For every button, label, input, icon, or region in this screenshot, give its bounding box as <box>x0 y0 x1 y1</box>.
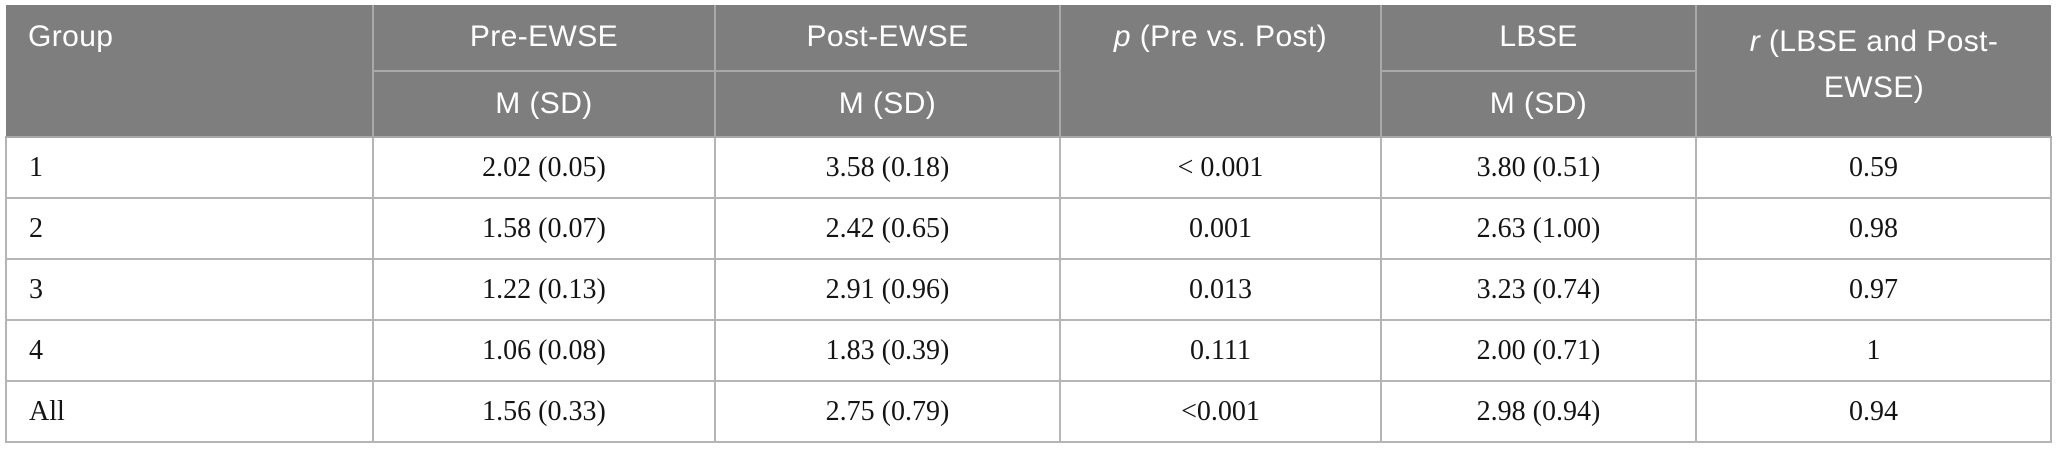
header-cell-r-lbse-post-ewse: r (LBSE and Post- EWSE) <box>1695 5 2051 138</box>
cell-p-value: 0.001 <box>1059 197 1382 260</box>
header-cell-post-ewse: Post-EWSE <box>714 5 1061 72</box>
header-cell-p-pre-vs-post: p (Pre vs. Post) <box>1059 5 1382 138</box>
cell-r-value: 0.94 <box>1695 380 2052 443</box>
cell-group: All <box>5 380 374 443</box>
cell-post-ewse: 2.91 (0.96) <box>714 258 1061 321</box>
cell-lbse: 2.00 (0.71) <box>1380 319 1697 382</box>
table-row: 3 1.22 (0.13) 2.91 (0.96) 0.013 3.23 (0.… <box>5 258 2052 321</box>
p-label-rest: (Pre vs. Post) <box>1131 20 1328 53</box>
header-cell-m-sd-post: M (SD) <box>714 70 1061 138</box>
cell-p-value: 0.111 <box>1059 319 1382 382</box>
cell-p-value: <0.001 <box>1059 380 1382 443</box>
cell-p-value: < 0.001 <box>1059 136 1382 199</box>
header-cell-m-sd-pre: M (SD) <box>372 70 716 138</box>
results-table: Group Pre-EWSE Post-EWSE p (Pre vs. Post… <box>5 5 2052 443</box>
cell-pre-ewse: 1.22 (0.13) <box>372 258 716 321</box>
table-row: 2 1.58 (0.07) 2.42 (0.65) 0.001 2.63 (1.… <box>5 197 2052 260</box>
p-symbol: p <box>1113 20 1132 53</box>
cell-lbse: 2.63 (1.00) <box>1380 197 1697 260</box>
cell-group: 2 <box>5 197 374 260</box>
cell-pre-ewse: 1.58 (0.07) <box>372 197 716 260</box>
table-row: 1 2.02 (0.05) 3.58 (0.18) < 0.001 3.80 (… <box>5 136 2052 199</box>
cell-post-ewse: 2.42 (0.65) <box>714 197 1061 260</box>
cell-post-ewse: 1.83 (0.39) <box>714 319 1061 382</box>
table-row: 4 1.06 (0.08) 1.83 (0.39) 0.111 2.00 (0.… <box>5 319 2052 382</box>
cell-group: 4 <box>5 319 374 382</box>
cell-lbse: 2.98 (0.94) <box>1380 380 1697 443</box>
cell-r-value: 0.59 <box>1695 136 2052 199</box>
cell-pre-ewse: 1.56 (0.33) <box>372 380 716 443</box>
cell-group: 3 <box>5 258 374 321</box>
cell-group: 1 <box>5 136 374 199</box>
table-row: All 1.56 (0.33) 2.75 (0.79) <0.001 2.98 … <box>5 380 2052 443</box>
header-cell-lbse: LBSE <box>1380 5 1697 72</box>
cell-post-ewse: 3.58 (0.18) <box>714 136 1061 199</box>
table-header: Group Pre-EWSE Post-EWSE p (Pre vs. Post… <box>6 5 2051 138</box>
header-cell-pre-ewse: Pre-EWSE <box>372 5 716 72</box>
cell-lbse: 3.80 (0.51) <box>1380 136 1697 199</box>
cell-p-value: 0.013 <box>1059 258 1382 321</box>
cell-lbse: 3.23 (0.74) <box>1380 258 1697 321</box>
r-symbol: r <box>1749 25 1761 58</box>
cell-pre-ewse: 2.02 (0.05) <box>372 136 716 199</box>
cell-r-value: 1 <box>1695 319 2052 382</box>
cell-post-ewse: 2.75 (0.79) <box>714 380 1061 443</box>
header-cell-m-sd-lbse: M (SD) <box>1380 70 1697 138</box>
r-label-rest: (LBSE and Post- EWSE) <box>1768 25 1999 104</box>
header-cell-group: Group <box>6 5 374 138</box>
cell-r-value: 0.98 <box>1695 197 2052 260</box>
cell-r-value: 0.97 <box>1695 258 2052 321</box>
cell-pre-ewse: 1.06 (0.08) <box>372 319 716 382</box>
table-body: 1 2.02 (0.05) 3.58 (0.18) < 0.001 3.80 (… <box>5 136 2052 443</box>
